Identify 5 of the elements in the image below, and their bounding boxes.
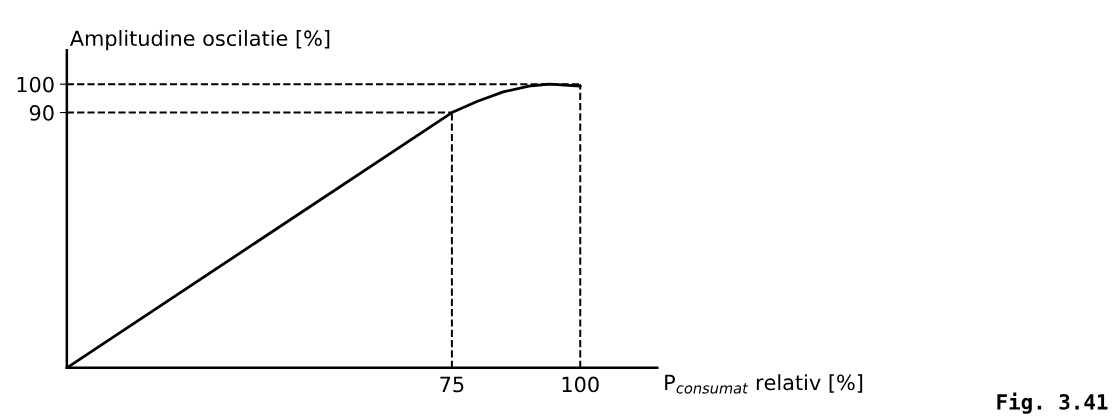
y-tick-label: 90 [29, 105, 54, 121]
caption: Fig. 3.41 [997, 392, 1108, 414]
x-tick-label: 75 [440, 376, 464, 393]
y-axis-title: Amplitudine oscilatie [%] [69, 30, 330, 51]
x-axis-title: P$_{consumat}$ relativ [%] [665, 374, 863, 394]
